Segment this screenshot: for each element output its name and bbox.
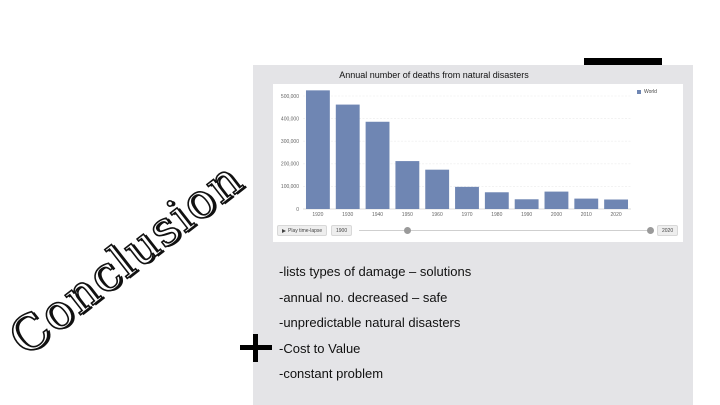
x-tick-label: 2020 [611, 212, 622, 218]
bullet-list: -lists types of damage – solutions -annu… [279, 263, 471, 391]
bar [514, 199, 539, 209]
bullet-item: -constant problem [279, 366, 384, 381]
bullet-item: -lists types of damage – solutions [279, 264, 472, 279]
x-tick-label: 1920 [312, 212, 323, 218]
bar [425, 169, 450, 209]
bar [604, 199, 629, 209]
plus-icon [240, 334, 272, 362]
x-tick-label: 1970 [461, 212, 472, 218]
y-tick-label: 400,000 [281, 116, 299, 122]
x-tick-label: 1940 [372, 212, 383, 218]
chart-legend: World [637, 89, 657, 95]
play-icon [282, 228, 286, 233]
y-tick-label: 200,000 [281, 162, 299, 168]
x-tick-label: 1950 [402, 212, 413, 218]
x-tick-label: 2010 [581, 212, 592, 218]
legend-swatch [637, 90, 641, 94]
timeline-end-handle[interactable] [647, 227, 654, 234]
legend-label: World [644, 89, 657, 95]
end-year-box[interactable]: 2020 [657, 225, 679, 236]
play-timelapse-label: Play time-lapse [288, 227, 323, 234]
y-tick-label: 500,000 [281, 94, 299, 100]
x-tick-label: 1960 [432, 212, 443, 218]
bar [365, 121, 390, 209]
bar-chart: 0 100,000 200,000 300,000 400,000 500,000 1920… [281, 90, 631, 218]
x-tick-label: 2000 [551, 212, 562, 218]
y-tick-label: 0 [296, 207, 299, 213]
chart-title: Annual number of deaths from natural dis… [339, 70, 529, 80]
x-tick-label: 1980 [491, 212, 502, 218]
bar [544, 191, 569, 209]
y-tick-label: 100,000 [281, 184, 299, 190]
bullet-item: -unpredictable natural disasters [279, 315, 461, 330]
bar [455, 186, 479, 209]
bar [335, 104, 360, 209]
timeline-slider-track[interactable] [359, 230, 653, 231]
x-tick-label: 1930 [342, 212, 353, 218]
bar [574, 198, 599, 209]
bar [484, 192, 509, 209]
x-tick-label: 1990 [521, 212, 532, 218]
decorative-bar [584, 58, 662, 65]
bar [395, 161, 420, 209]
slide-title-text: Conclusion [0, 150, 254, 368]
start-year-box[interactable]: 1900 [331, 225, 353, 236]
bullet-item: -Cost to Value [279, 340, 361, 356]
play-timelapse-button[interactable]: Play time-lapse [277, 225, 328, 236]
bar [305, 90, 330, 209]
y-tick-label: 300,000 [281, 139, 299, 145]
bullet-item: -annual no. decreased – safe [279, 289, 448, 305]
chart-card: 0 100,000 200,000 300,000 400,000 500,000 1920… [273, 84, 683, 242]
timeline-start-handle[interactable] [404, 227, 411, 234]
